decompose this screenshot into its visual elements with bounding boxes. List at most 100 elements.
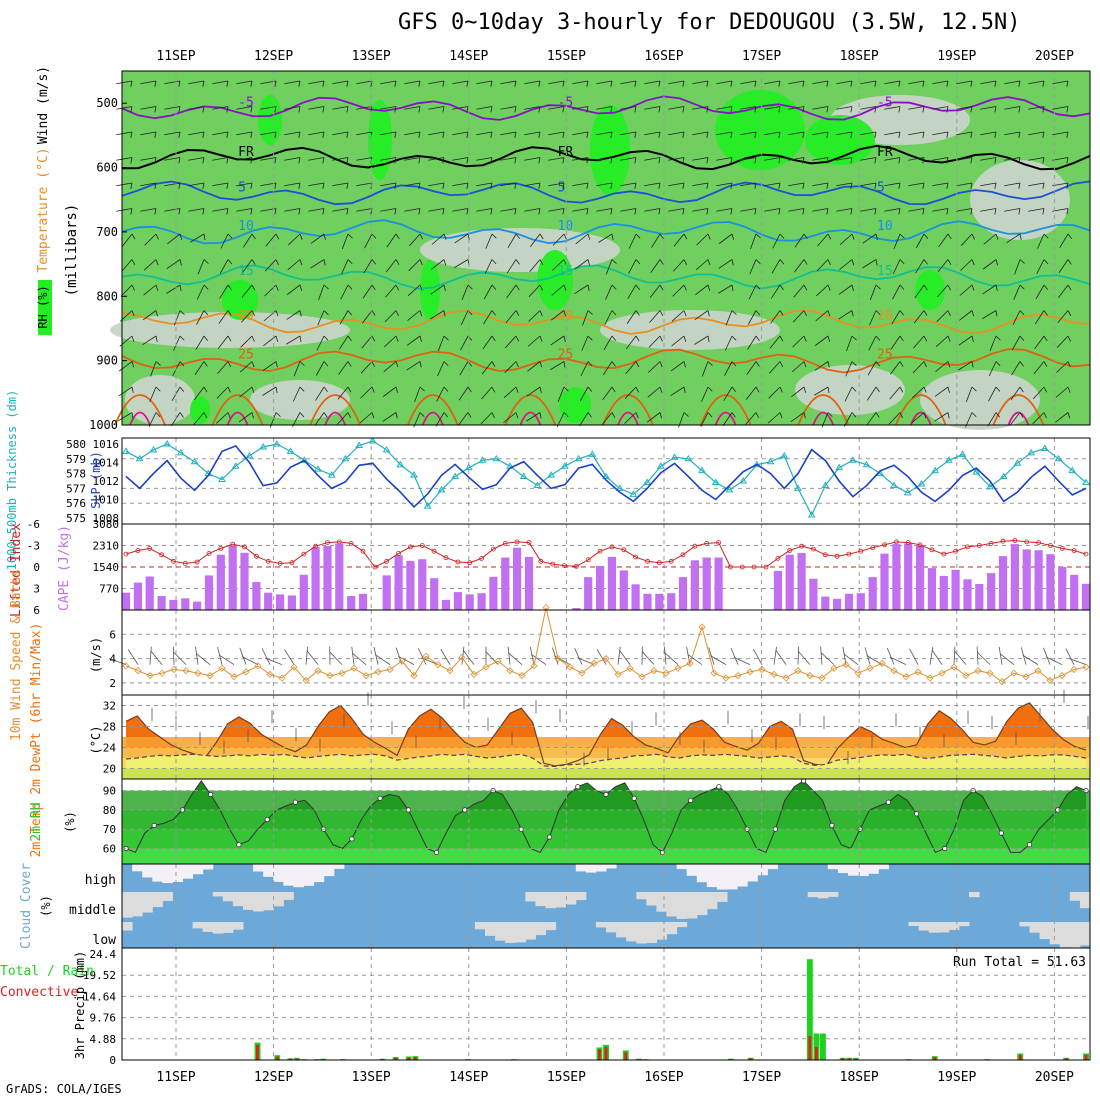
cloud-gap [727,864,738,889]
cloud-gap [767,864,778,869]
precip-convective-bar [1085,1055,1088,1060]
rh2m-marker [886,800,890,804]
rh2m-marker [547,835,551,839]
precip-tick-label: 9.76 [90,1012,117,1025]
cloud-gap [576,892,587,900]
rh2m-marker [717,785,721,789]
rh2m-marker [830,823,834,827]
rh2m-marker [1027,843,1031,847]
precip-convective-bar [1019,1055,1022,1060]
cloud-gap [667,922,678,934]
date-label-top: 14SEP [449,49,488,64]
lifted-index-tick-label: 3 [33,583,40,596]
cloud-gap [1070,922,1081,948]
cloud-gap [959,922,970,926]
cape-bar [632,584,640,610]
cape-bar [513,548,521,610]
cloud-gap [808,892,819,897]
thickness-tick-label: 577 [66,482,86,495]
cloud-gap [233,892,244,906]
date-label-bottom: 16SEP [644,1070,683,1085]
thickness-tick-label: 576 [66,497,86,510]
cloud-gap [122,922,133,931]
cape-bar [335,544,343,611]
cloud-gap [334,864,345,869]
cape-bar [845,594,853,610]
rh2m-tick-label: 80 [103,804,116,817]
cape-bar [892,544,900,610]
temp-tick-label: 32 [103,700,116,713]
rh2m-marker [604,792,608,796]
footer-credit: GrADS: COLA/IGES [6,1082,122,1096]
cape-tick-label: 2310 [93,540,120,553]
cape-bar [916,545,924,610]
contour-label: FR [877,145,893,160]
cloud-gap [707,864,718,887]
cloud-gap [475,922,486,929]
contour-label: 10 [877,219,893,234]
cape-bar [1011,544,1019,610]
rh-region-9 [795,365,905,415]
cloud-gap [273,864,284,882]
cloud-gap [1040,922,1051,939]
cloud-gap [213,892,224,896]
cloud-label-high: high [85,873,116,888]
cloud-gap [1080,892,1091,908]
cloud-gap [263,864,274,877]
cloud-gap [646,922,657,943]
cloud-gap [828,864,839,869]
cloud-gap [243,892,254,910]
cloud-gap [525,892,536,901]
cape-bar [928,568,936,610]
date-label-bottom: 19SEP [937,1070,976,1085]
cloud-gap [293,864,304,887]
slp-tick-label: 1016 [93,438,120,451]
cloud-gap [697,864,708,882]
rh2m-marker [632,796,636,800]
cape-bar [359,594,367,610]
cloud-gap [606,922,617,932]
cloud-gap [566,892,577,905]
cape-bar [999,556,1007,610]
rh2m-marker [350,837,354,841]
cloud-gap [1070,892,1081,901]
temp-tick-label: 24 [103,742,117,755]
cape-bar [501,558,509,611]
cape-bar [525,557,533,610]
cloud-gap [142,864,153,878]
cape-bar [347,596,355,610]
precip-units-label: 3hr Precip (mm) [73,951,87,1059]
date-label-bottom: 13SEP [352,1070,391,1085]
wind-axis-label: Wind (m/s) [36,66,51,144]
cape-bar [667,593,675,610]
cloud-gap [324,864,335,876]
chart-title: GFS 0~10day 3-hourly for DEDOUGOU (3.5W,… [398,10,1021,35]
cape-bar [1058,567,1066,610]
cloud-gap [152,892,163,907]
cloud-gap [717,864,728,890]
lifted-index-tick-label: -3 [27,540,40,553]
cape-bar [620,570,628,610]
cloud-gap [162,864,173,883]
cape-bar [395,555,403,610]
cape-bar [715,558,723,611]
contour-label: 20 [558,309,574,324]
date-label-top: 20SEP [1035,49,1074,64]
date-label-bottom: 12SEP [254,1070,293,1085]
cloud-gap [162,892,173,901]
cape-bar [798,553,806,610]
cloud-gap [697,892,708,915]
cloud-gap [283,864,294,886]
lifted-index-tick-label: 0 [33,561,40,574]
cloud-gap [172,864,183,882]
cloud-gap [203,922,214,932]
cloud-gap [747,864,758,882]
cloud-gap [848,864,859,876]
lifted-index-tick-label: -6 [27,518,40,531]
cloud-gap [646,892,657,906]
temp-tick-label: 28 [103,721,116,734]
cape-tick-label: 770 [99,583,119,596]
precip-convective-bar [256,1045,259,1060]
cape-tick-label: 1540 [93,561,120,574]
